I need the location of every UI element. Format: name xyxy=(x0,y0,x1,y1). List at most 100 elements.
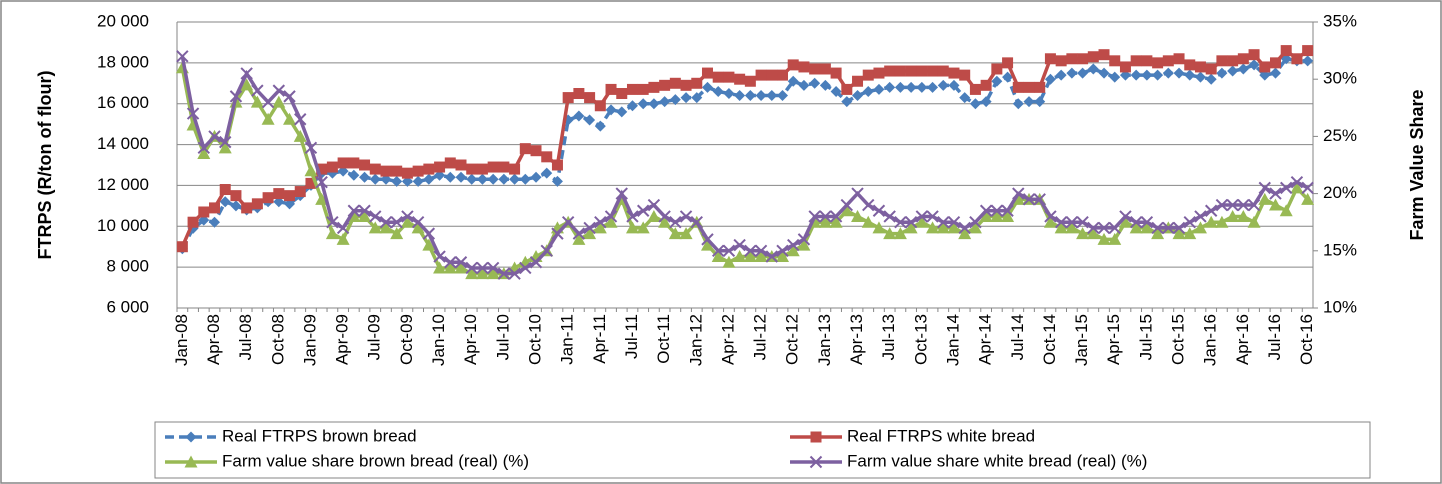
x-tick-label: Jul-16 xyxy=(1265,314,1284,360)
data-point xyxy=(1269,187,1282,200)
data-point xyxy=(1076,227,1090,240)
data-point xyxy=(519,143,531,155)
data-point xyxy=(733,238,746,252)
legend-box xyxy=(154,421,1371,479)
data-point xyxy=(959,69,971,81)
data-point xyxy=(626,83,638,95)
data-point xyxy=(561,215,575,229)
data-point xyxy=(348,169,360,181)
data-point xyxy=(433,250,446,263)
data-point xyxy=(1205,73,1217,85)
data-point xyxy=(1012,98,1024,110)
data-point xyxy=(1302,45,1314,57)
data-point xyxy=(541,151,553,163)
data-point xyxy=(1002,71,1014,83)
series-line xyxy=(180,67,1309,276)
x-tick-label: Jul-12 xyxy=(751,314,770,360)
data-point xyxy=(605,104,617,116)
data-point xyxy=(647,209,661,222)
x-tick-label: Apr-08 xyxy=(204,314,223,365)
data-point xyxy=(315,175,328,189)
data-point xyxy=(197,147,211,160)
data-point xyxy=(1140,215,1154,229)
data-point xyxy=(659,96,671,108)
data-point xyxy=(369,163,381,175)
y-tick-label: 16 000 xyxy=(97,93,149,112)
data-point xyxy=(969,98,981,110)
legend-label: Farm value share brown bread (real) (%) xyxy=(222,451,529,470)
data-point xyxy=(1258,181,1271,195)
data-point xyxy=(915,210,929,223)
data-point xyxy=(218,141,232,154)
data-point xyxy=(786,244,800,257)
data-point xyxy=(466,163,478,175)
data-point xyxy=(754,244,768,258)
data-point xyxy=(1151,221,1164,235)
data-point xyxy=(883,210,896,223)
data-point xyxy=(486,261,500,275)
data-point xyxy=(1108,221,1121,235)
data-point xyxy=(423,163,435,175)
legend-marker xyxy=(809,455,823,469)
data-point xyxy=(734,73,746,85)
series-line xyxy=(180,55,1309,276)
data-point xyxy=(1184,69,1196,81)
x-tick-label: Oct-09 xyxy=(397,314,416,365)
data-point xyxy=(969,215,982,229)
data-point xyxy=(1055,69,1067,81)
data-point xyxy=(626,100,638,112)
data-point xyxy=(1033,193,1046,206)
data-point xyxy=(326,215,339,229)
data-point xyxy=(669,215,682,229)
data-point xyxy=(700,238,714,251)
data-point xyxy=(819,210,832,223)
x-tick-label: Oct-08 xyxy=(268,314,287,365)
data-point xyxy=(209,216,221,228)
x-tick-label: Jul-10 xyxy=(493,314,512,360)
y2-tick-label: 10% xyxy=(1323,297,1357,316)
data-point xyxy=(1268,198,1282,211)
data-point xyxy=(1194,71,1206,83)
data-point xyxy=(551,159,563,171)
data-point xyxy=(733,250,747,263)
data-point xyxy=(1215,198,1229,212)
data-point xyxy=(391,165,403,177)
y-tick-label: 10 000 xyxy=(97,216,149,235)
data-point xyxy=(840,204,854,217)
data-point xyxy=(454,261,468,274)
data-point xyxy=(476,261,489,275)
data-point xyxy=(873,67,885,79)
data-point xyxy=(819,79,831,91)
data-point xyxy=(1001,204,1014,217)
data-point xyxy=(1087,63,1099,75)
data-point xyxy=(337,157,349,169)
y-axis-title: FTRPS (R/ton of flour) xyxy=(35,71,55,260)
data-point xyxy=(1162,67,1174,79)
series-line xyxy=(180,56,1308,250)
data-point xyxy=(369,210,382,223)
data-point xyxy=(830,67,842,79)
data-point xyxy=(583,221,596,235)
data-point xyxy=(883,227,897,240)
data-point xyxy=(777,90,789,102)
data-point xyxy=(754,250,768,263)
data-point xyxy=(636,204,650,217)
data-point xyxy=(1129,215,1143,229)
data-point xyxy=(293,129,307,142)
data-point xyxy=(401,210,414,223)
data-point xyxy=(797,238,811,251)
data-point xyxy=(176,50,189,63)
data-point xyxy=(412,165,424,177)
data-point xyxy=(1066,67,1078,79)
data-point xyxy=(647,198,661,212)
data-point xyxy=(958,221,971,235)
data-point xyxy=(380,165,392,177)
data-point xyxy=(509,173,521,185)
data-point xyxy=(455,159,467,171)
data-point xyxy=(1002,57,1014,69)
data-point xyxy=(948,67,960,79)
data-point xyxy=(1204,204,1218,217)
data-point xyxy=(937,65,949,77)
data-point xyxy=(936,221,950,234)
